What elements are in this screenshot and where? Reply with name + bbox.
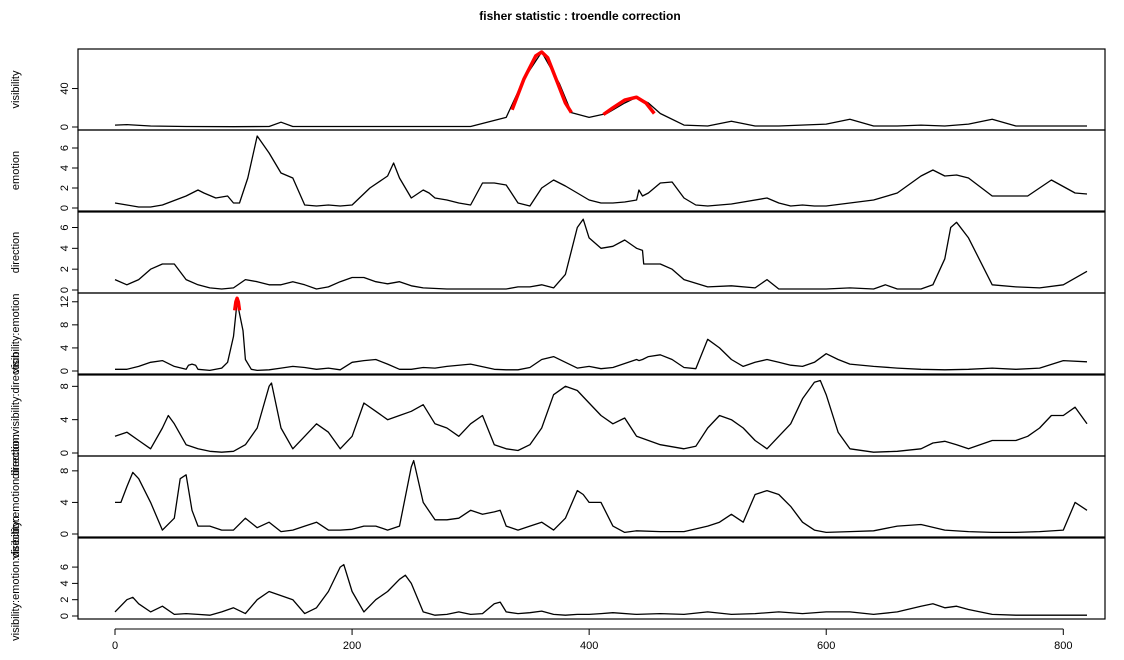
panel-4: 0 4 8 12 visibility:emotion — [10, 292, 1106, 375]
y-axis-label: direction:visibility:direction — [10, 352, 22, 479]
y-tick-label: 4 — [59, 499, 71, 505]
y-tick-label: 0 — [59, 613, 71, 619]
panel-7: 0 2 4 6 visibility:emotion:direction — [10, 516, 1106, 641]
chart-panels: 040visibility0246emotion0246direction048… — [10, 48, 1106, 652]
y-tick-label: 0 — [59, 205, 71, 211]
x-axis: 0 200 400 600 800 — [112, 628, 1072, 652]
panel-2: 0 2 4 6 emotion — [10, 129, 1106, 212]
panel-1: 0 40 visibility — [10, 48, 1106, 131]
panel-frame — [77, 537, 1106, 620]
series-line — [114, 563, 1087, 616]
panel-frame — [77, 48, 1106, 131]
series-line — [114, 218, 1088, 290]
y-tick-label: 4 — [59, 580, 71, 586]
y-tick-label: 12 — [59, 296, 71, 308]
x-tick-label: 400 — [580, 640, 598, 652]
y-tick-label: 0 — [59, 287, 71, 293]
chart-title: fisher statistic : troendle correction — [479, 9, 680, 23]
y-tick-label: 40 — [59, 82, 71, 94]
y-tick-label: 0 — [59, 124, 71, 130]
y-tick-label: 8 — [59, 322, 71, 328]
series-line — [114, 135, 1088, 208]
y-tick-label: 0 — [59, 531, 71, 537]
y-axis-label: emotion — [10, 151, 22, 190]
significant-segment — [232, 296, 242, 311]
y-tick-label: 2 — [59, 266, 71, 272]
y-tick-label: 8 — [59, 383, 71, 389]
x-tick-label: 800 — [1054, 640, 1072, 652]
panel-frame — [77, 374, 1106, 457]
y-tick-label: 4 — [59, 417, 71, 423]
y-tick-label: 8 — [59, 468, 71, 474]
y-axis-label: visibility — [10, 70, 22, 108]
x-tick-label: 200 — [343, 640, 361, 652]
y-tick-label: 4 — [59, 165, 71, 171]
panel-frame — [77, 129, 1106, 212]
y-tick-label: 6 — [59, 145, 71, 151]
panel-frame — [77, 211, 1106, 294]
series-line — [114, 51, 1087, 128]
y-tick-label: 0 — [59, 450, 71, 456]
x-tick-label: 600 — [817, 640, 835, 652]
series-line — [115, 301, 1088, 372]
significant-segment — [602, 95, 656, 116]
y-tick-label: 2 — [59, 597, 71, 603]
y-axis-label: visibility:emotion:direction — [10, 516, 22, 641]
y-tick-label: 6 — [59, 564, 71, 570]
y-axis-label: visibility:emotion:direction — [10, 434, 22, 559]
series-line — [114, 379, 1088, 453]
y-axis-label: visibility:emotion — [10, 293, 22, 373]
panel-5: 0 4 8 direction:visibility:direction — [10, 352, 1106, 479]
x-tick-label: 0 — [112, 640, 118, 652]
panel-frame — [77, 292, 1106, 375]
y-axis-label: direction — [10, 232, 22, 274]
y-tick-label: 0 — [59, 368, 71, 374]
panel-3: 0 2 4 6 direction — [10, 211, 1106, 294]
panel-frame — [77, 455, 1106, 538]
y-tick-label: 4 — [59, 345, 71, 351]
significant-segment — [510, 50, 573, 114]
series-line — [115, 459, 1088, 534]
y-tick-label: 6 — [59, 224, 71, 230]
y-tick-label: 2 — [59, 185, 71, 191]
y-tick-label: 4 — [59, 245, 71, 251]
panel-6: 0 4 8 visibility:emotion:direction — [10, 434, 1106, 559]
